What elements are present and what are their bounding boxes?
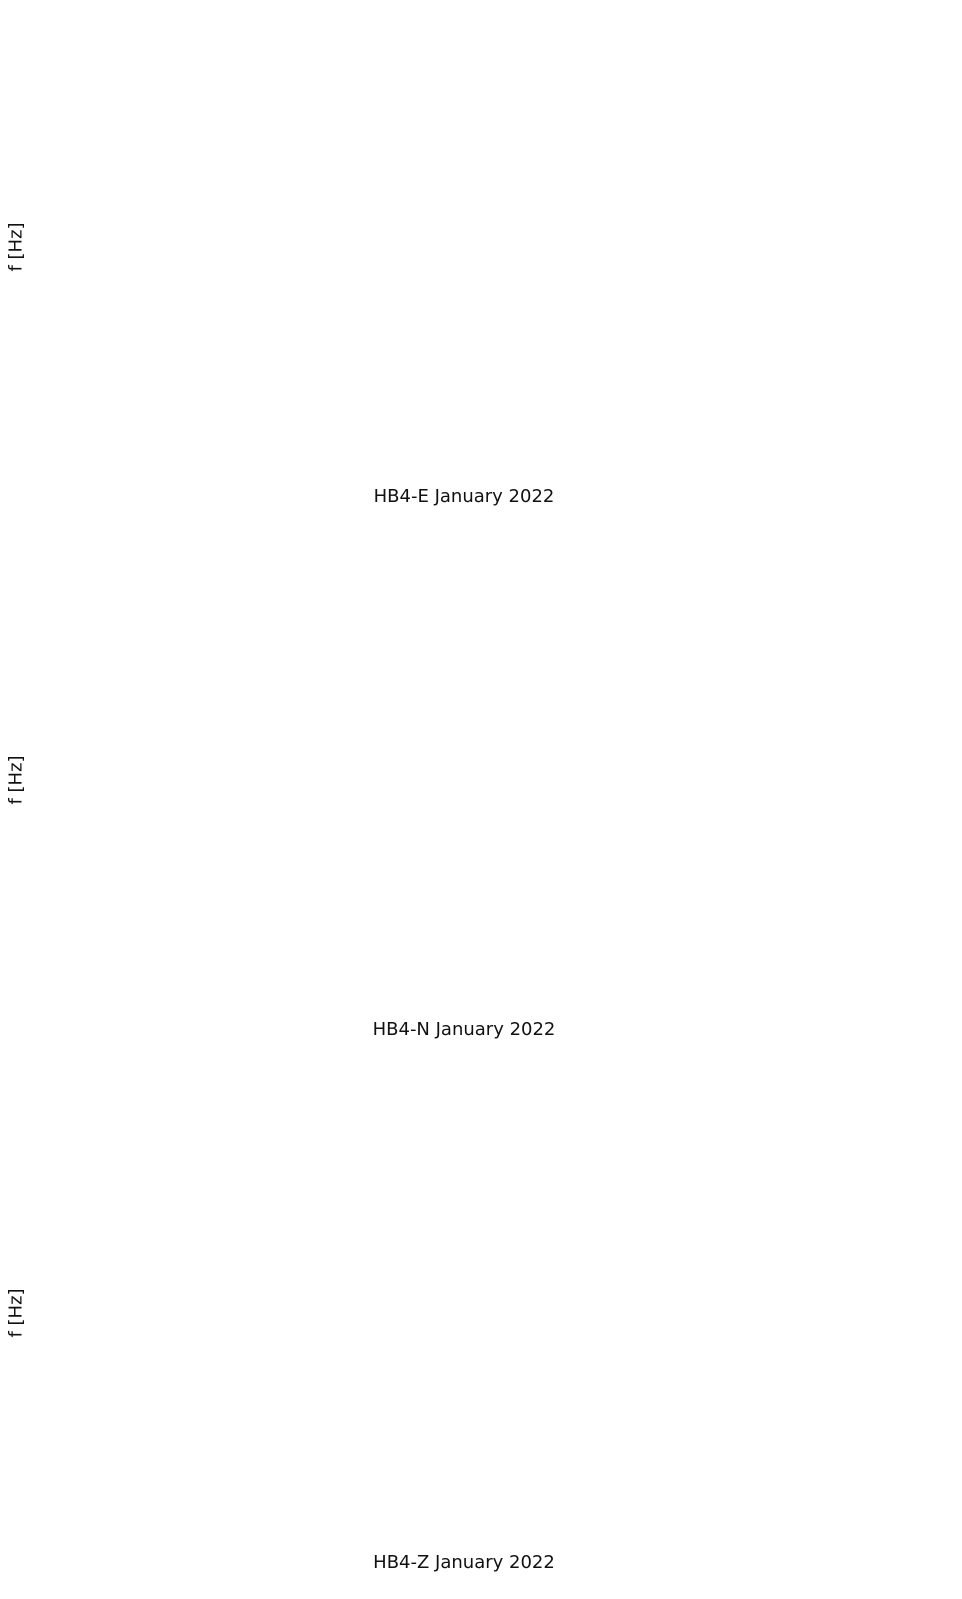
colorbar-gradient — [850, 1101, 878, 1526]
panel-hb4-z: f [Hz] HB4-Z January 2022 — [0, 1066, 962, 1599]
panel-hb4-n: f [Hz] HB4-N January 2022 — [0, 533, 962, 1066]
y-axis-label: f [Hz] — [5, 1288, 27, 1338]
axes-and-curves-overlay — [0, 0, 962, 533]
spectrogram-heatmap-hb4-e — [88, 35, 840, 460]
colorbar-gradient — [850, 568, 878, 993]
spectrogram-heatmap-hb4-n — [88, 568, 840, 993]
panel-hb4-e: f [Hz] HB4-E January 2022 — [0, 0, 962, 533]
axes-and-curves-overlay — [0, 533, 962, 1066]
y-axis-label: f [Hz] — [5, 222, 27, 272]
colorbar-gradient — [850, 35, 878, 460]
axes-and-curves-overlay — [0, 1066, 962, 1599]
x-axis-title: HB4-N January 2022 — [372, 1019, 556, 1040]
spectrogram-heatmap-hb4-z — [88, 1101, 840, 1526]
x-axis-title: HB4-Z January 2022 — [373, 1552, 555, 1573]
x-axis-title: HB4-E January 2022 — [373, 486, 555, 507]
y-axis-label: f [Hz] — [5, 755, 27, 805]
